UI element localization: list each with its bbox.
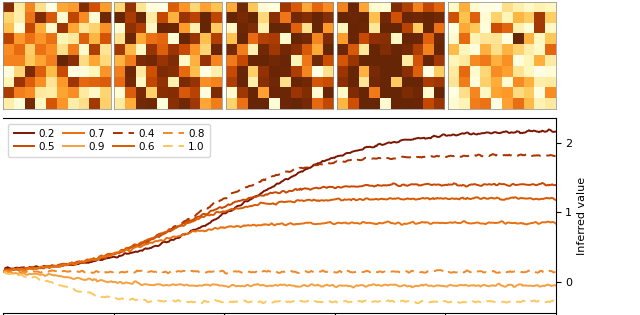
- 0.4: [552, 154, 559, 158]
- 0.9: [299, 284, 307, 287]
- 0.9: [1, 270, 8, 273]
- 0.2: [452, 134, 460, 137]
- Line: 0.8: 0.8: [4, 270, 556, 274]
- 1.0: [540, 300, 547, 304]
- 1.0: [197, 301, 205, 305]
- 0.6: [266, 202, 273, 206]
- 0.9: [266, 284, 273, 288]
- 1.0: [552, 300, 559, 303]
- 0.8: [541, 271, 548, 274]
- 0.9: [552, 284, 559, 287]
- Line: 0.6: 0.6: [4, 197, 556, 272]
- 1.0: [1, 270, 8, 273]
- 1.0: [264, 299, 271, 303]
- 0.8: [436, 268, 444, 272]
- Line: 1.0: 1.0: [4, 272, 556, 303]
- 0.6: [452, 197, 460, 200]
- 0.5: [328, 185, 336, 189]
- 0.4: [540, 153, 547, 157]
- 0.5: [1, 270, 8, 273]
- 0.6: [540, 197, 547, 201]
- Line: 0.4: 0.4: [4, 154, 556, 272]
- 0.8: [330, 270, 337, 274]
- Line: 0.9: 0.9: [4, 272, 556, 288]
- 0.2: [538, 129, 546, 133]
- 0.4: [452, 154, 460, 158]
- 0.4: [489, 152, 497, 156]
- 0.5: [552, 183, 559, 187]
- 1.0: [330, 300, 337, 304]
- 0.9: [453, 284, 461, 288]
- 0.6: [262, 202, 270, 206]
- 0.2: [328, 156, 336, 160]
- 0.8: [267, 270, 275, 273]
- 0.7: [328, 221, 336, 225]
- Y-axis label: Inferred value: Inferred value: [577, 177, 586, 255]
- 0.6: [1, 270, 8, 273]
- 0.5: [452, 182, 460, 186]
- 0.7: [452, 221, 460, 225]
- 0.5: [262, 192, 270, 196]
- 0.4: [266, 177, 273, 180]
- 0.7: [540, 220, 547, 224]
- 0.2: [545, 128, 553, 131]
- 0.5: [266, 192, 273, 195]
- 0.8: [1, 270, 8, 273]
- 0.2: [262, 188, 270, 192]
- Legend: 0.2, 0.5, 0.7, 0.9, 0.4, 0.6, 0.8, 1.0: 0.2, 0.5, 0.7, 0.9, 0.4, 0.6, 0.8, 1.0: [8, 123, 210, 157]
- 1.0: [300, 300, 307, 303]
- 0.2: [1, 270, 8, 273]
- 0.2: [266, 186, 273, 190]
- 1.0: [453, 300, 461, 303]
- 0.7: [1, 270, 8, 273]
- Line: 0.7: 0.7: [4, 221, 556, 272]
- 0.8: [264, 270, 271, 273]
- 0.4: [299, 166, 307, 170]
- 0.8: [300, 270, 307, 273]
- 0.4: [328, 161, 336, 165]
- 0.5: [540, 181, 547, 185]
- Line: 0.5: 0.5: [4, 183, 556, 272]
- 0.6: [299, 198, 307, 202]
- 0.9: [262, 284, 270, 288]
- 0.6: [328, 198, 336, 202]
- 0.7: [552, 221, 559, 225]
- 0.6: [473, 195, 481, 199]
- 0.7: [266, 223, 273, 226]
- 0.8: [454, 271, 462, 274]
- 1.0: [267, 300, 275, 303]
- 0.9: [540, 284, 547, 288]
- 0.8: [223, 272, 230, 276]
- 0.9: [349, 286, 357, 289]
- 0.8: [552, 270, 559, 274]
- 0.5: [538, 181, 546, 185]
- 0.6: [552, 198, 559, 202]
- 0.2: [299, 170, 307, 174]
- 0.5: [299, 187, 307, 191]
- 0.4: [1, 270, 8, 273]
- 0.9: [328, 283, 336, 287]
- Line: 0.2: 0.2: [4, 129, 556, 272]
- 0.7: [299, 222, 307, 226]
- 0.4: [262, 177, 270, 181]
- 0.7: [460, 219, 468, 223]
- 0.7: [262, 223, 270, 226]
- 0.2: [552, 130, 559, 134]
